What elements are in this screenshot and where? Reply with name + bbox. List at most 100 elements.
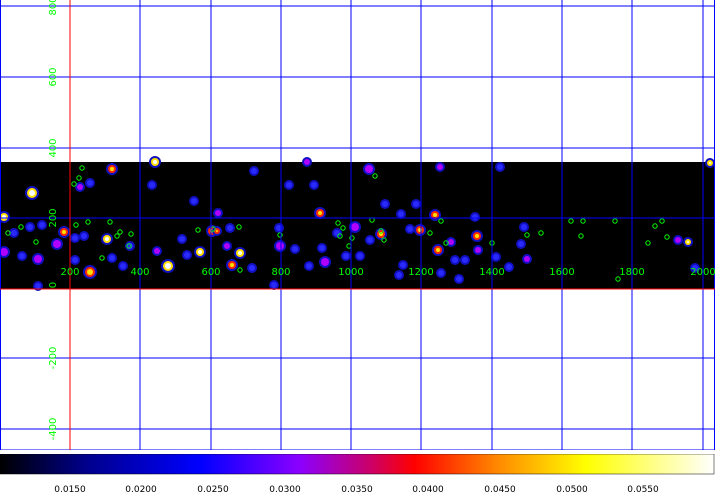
source-blobs [0,156,715,291]
source-blob [518,241,524,247]
region-marker [85,219,91,225]
region-marker [524,232,530,238]
region-marker [372,173,378,179]
region-marker [438,218,444,224]
region-marker [76,175,82,181]
source-blob [87,180,93,186]
region-marker [33,239,39,245]
source-blob [191,198,197,204]
region-marker [349,235,355,241]
source-blob [81,233,87,239]
colorbar-label: 0.0500 [556,485,588,495]
source-blob [179,236,185,242]
region-marker [578,233,584,239]
region-marker [335,220,341,226]
x-tick-label: 1400 [479,267,504,278]
source-blob [224,243,230,249]
sky-image-frame: 200 400 600 800 1000 1200 1400 1600 1800… [0,0,715,450]
colorbar-label: 0.0300 [269,485,301,495]
y-tick-label: -400 [48,418,59,441]
source-blob [475,247,481,253]
colorbar-label: 0.0200 [125,485,157,495]
x-tick-label: 2000 [690,267,715,278]
region-marker [378,228,384,234]
source-blob [53,240,61,248]
source-core [238,251,242,255]
source-blob [456,276,462,282]
source-blob [286,182,292,188]
source-blob [382,201,388,207]
source-blob [321,258,329,266]
region-marker [664,234,670,240]
source-blob [154,248,160,254]
region-marker [5,230,11,236]
source-blob [448,239,454,245]
colorbar-label: 0.0550 [627,485,659,495]
y-tick-label: -200 [48,347,59,370]
x-axis-labels: 200 400 600 800 1000 1200 1400 1600 1800… [60,267,715,278]
y-tick-label: 800 [48,0,59,16]
x-tick-label: 400 [130,267,149,278]
source-blob [438,270,444,276]
source-blob [462,257,468,263]
region-marker [580,218,586,224]
source-blob [524,256,530,262]
region-marker [337,233,343,239]
source-blob [27,224,33,230]
x-tick-label: 1200 [408,267,433,278]
colorbar-label: 0.0450 [484,485,516,495]
region-marker [538,230,544,236]
x-tick-label: 800 [271,267,290,278]
source-blob [521,224,527,230]
colorbar-label: 0.0250 [197,485,229,495]
region-marker [381,237,387,243]
y-tick-label: 400 [48,138,59,157]
region-marker [652,223,658,229]
source-blob [127,243,133,249]
region-marker [615,276,621,282]
region-marker [114,233,120,239]
colorbar-labels: 0.0150 0.0200 0.0250 0.0300 0.0350 0.040… [54,485,659,495]
x-tick-label: 1800 [619,267,644,278]
source-core [165,263,171,269]
region-marker [126,243,132,249]
source-blob [334,230,340,236]
region-marker [18,224,24,230]
region-marker [128,231,134,237]
source-core [230,263,234,267]
source-core [475,234,479,238]
source-blob [692,265,698,271]
y-tick-label: 200 [48,208,59,227]
source-core [436,248,440,252]
source-blob [39,222,45,228]
region-marker [236,224,242,230]
source-blob [357,253,363,259]
source-blob [251,168,257,174]
source-blob [72,235,78,241]
source-blob [271,282,277,288]
colorbar-gradient [0,454,715,475]
region-marker [659,218,665,224]
source-blob [311,182,317,188]
source-blob [398,211,404,217]
region-marker [79,165,85,171]
colorbar: 0.0150 0.0200 0.0250 0.0300 0.0350 0.040… [0,454,715,495]
x-tick-label: 200 [60,267,79,278]
region-marker [73,222,79,228]
source-blob [343,253,349,259]
source-blob [276,242,284,250]
region-marker [612,218,618,224]
source-blob [497,164,503,170]
x-tick-label: 1600 [549,267,574,278]
source-blob [77,184,83,190]
region-marker [117,229,123,235]
source-core [216,230,218,232]
region-markers [5,165,670,282]
source-blob [11,230,17,236]
region-marker [427,230,433,236]
region-marker [645,240,651,246]
source-blob [184,252,190,258]
source-blob [506,264,512,270]
source-core [709,162,711,164]
source-core [29,190,35,196]
